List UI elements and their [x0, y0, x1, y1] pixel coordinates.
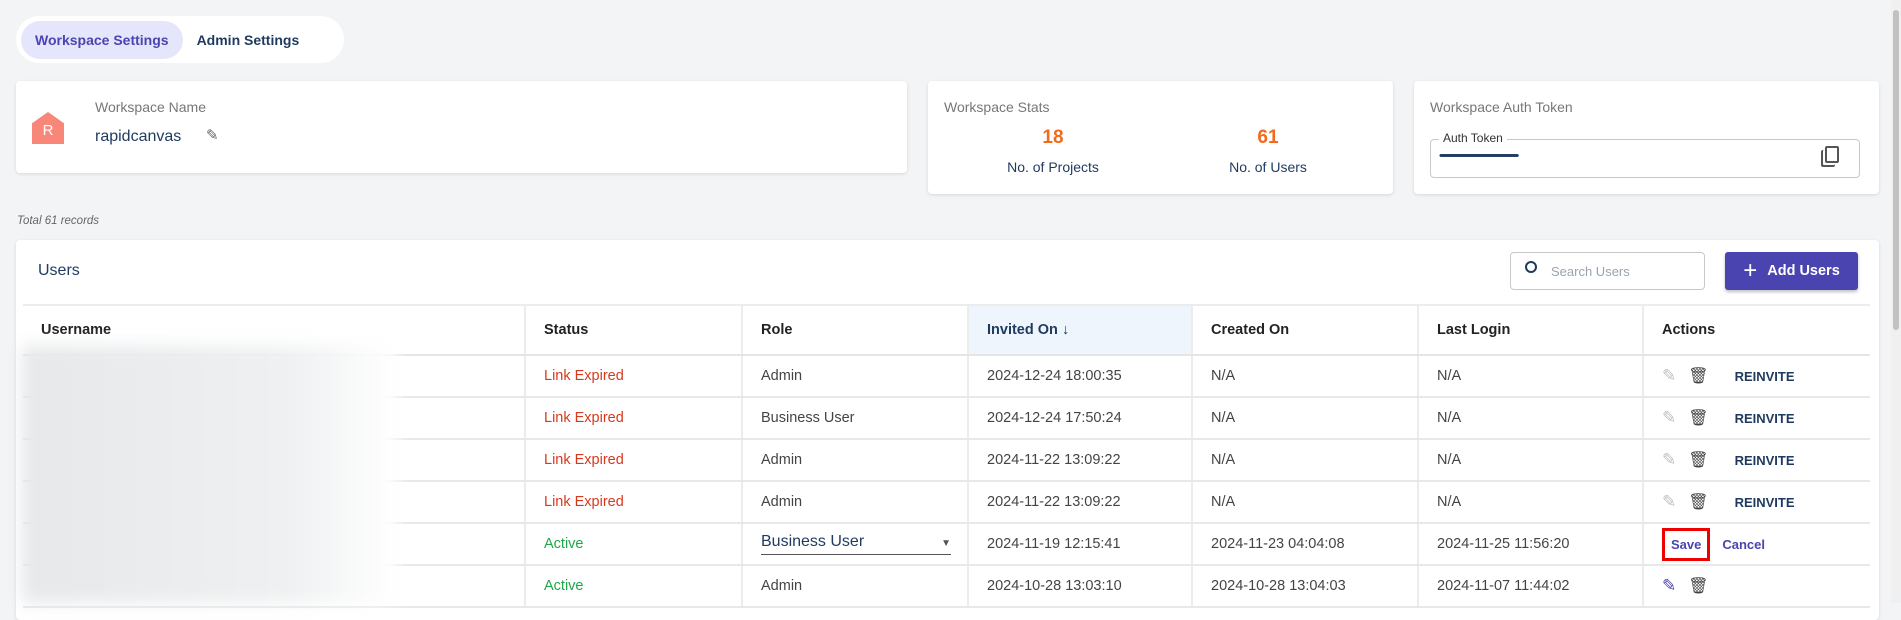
- workspace-stats-card: Workspace Stats 18 No. of Projects 61 No…: [928, 81, 1393, 194]
- settings-tabs: Workspace Settings Admin Settings: [16, 16, 344, 63]
- workspace-name: rapidcanvas: [95, 128, 182, 145]
- role: Admin: [761, 578, 803, 594]
- reinvite-button[interactable]: REINVITE: [1734, 452, 1795, 468]
- blurred-usernames: [22, 346, 397, 603]
- role-select[interactable]: Business User ▼: [761, 533, 951, 555]
- status: Active: [525, 523, 743, 566]
- invited-on: 2024-12-24 18:00:35: [968, 355, 1193, 398]
- workspace-name-label: Workspace Name: [95, 99, 207, 115]
- last-login: N/A: [1418, 355, 1644, 398]
- chevron-down-icon: ▼: [941, 538, 951, 549]
- stats-label: Workspace Stats: [944, 99, 1050, 115]
- cancel-button[interactable]: Cancel: [1722, 536, 1766, 552]
- col-created-on[interactable]: Created On: [1192, 304, 1419, 356]
- add-users-button[interactable]: + Add Users: [1725, 252, 1858, 290]
- search-users-input[interactable]: Search Users: [1510, 252, 1705, 290]
- projects-label: No. of Projects: [1007, 159, 1099, 175]
- invited-on: 2024-10-28 13:03:10: [968, 565, 1193, 608]
- created-on: 2024-11-23 04:04:08: [1192, 523, 1419, 566]
- auth-token-title: Workspace Auth Token: [1430, 99, 1573, 115]
- users-count: 61: [1257, 127, 1279, 148]
- delete-icon[interactable]: 🗑: [1688, 410, 1709, 427]
- col-status[interactable]: Status: [525, 304, 743, 356]
- invited-on: 2024-11-22 13:09:22: [968, 481, 1193, 524]
- edit-icon[interactable]: ✎: [1662, 576, 1677, 595]
- status: Active: [525, 565, 743, 608]
- created-on: N/A: [1192, 355, 1419, 398]
- auth-token-field-label: Auth Token: [1439, 131, 1507, 145]
- plus-icon: +: [1743, 257, 1758, 284]
- total-records: Total 61 records: [17, 215, 100, 227]
- search-placeholder: Search Users: [1551, 264, 1630, 279]
- users-title: Users: [38, 262, 80, 279]
- sort-down-icon: ↓: [1061, 322, 1070, 338]
- delete-icon[interactable]: 🗑: [1688, 578, 1709, 595]
- edit-icon[interactable]: ✎: [1662, 450, 1677, 469]
- scrollbar[interactable]: [1891, 0, 1901, 603]
- edit-name-icon[interactable]: ✎: [206, 127, 219, 144]
- invited-on: 2024-12-24 17:50:24: [968, 397, 1193, 440]
- auth-token-card: Workspace Auth Token Auth Token ••••••••…: [1414, 81, 1879, 194]
- tab-admin-settings[interactable]: Admin Settings: [196, 31, 300, 48]
- edit-icon[interactable]: ✎: [1662, 366, 1677, 385]
- search-icon: [1525, 261, 1537, 273]
- role: Admin: [761, 368, 803, 384]
- delete-icon[interactable]: 🗑: [1688, 494, 1709, 511]
- created-on: N/A: [1192, 481, 1419, 524]
- role: Admin: [761, 494, 803, 510]
- invited-on: 2024-11-22 13:09:22: [968, 439, 1193, 482]
- status: Link Expired: [525, 355, 743, 398]
- workspace-name-card: R Workspace Name rapidcanvas ✎: [16, 81, 907, 173]
- col-actions: Actions: [1643, 304, 1870, 356]
- created-on: N/A: [1192, 439, 1419, 482]
- last-login: N/A: [1418, 397, 1644, 440]
- created-on: N/A: [1192, 397, 1419, 440]
- edit-icon[interactable]: ✎: [1662, 408, 1677, 427]
- auth-token-field[interactable]: Auth Token •••••••••••••••••••••••••••••…: [1430, 131, 1860, 178]
- col-invited-on[interactable]: Invited On ↓: [968, 304, 1193, 356]
- delete-icon[interactable]: 🗑: [1688, 368, 1709, 385]
- status: Link Expired: [525, 481, 743, 524]
- invited-on: 2024-11-19 12:15:41: [968, 523, 1193, 566]
- copy-icon[interactable]: [1825, 146, 1839, 163]
- last-login: 2024-11-07 11:44:02: [1418, 565, 1644, 608]
- status: Link Expired: [525, 397, 743, 440]
- workspace-avatar: R: [32, 112, 64, 144]
- col-last-login[interactable]: Last Login: [1418, 304, 1644, 356]
- tab-workspace-settings[interactable]: Workspace Settings: [21, 20, 183, 59]
- status: Link Expired: [525, 439, 743, 482]
- last-login: N/A: [1418, 439, 1644, 482]
- last-login: N/A: [1418, 481, 1644, 524]
- reinvite-button[interactable]: REINVITE: [1734, 494, 1795, 510]
- users-label: No. of Users: [1229, 159, 1307, 175]
- last-login: 2024-11-25 11:56:20: [1418, 523, 1644, 566]
- save-button[interactable]: Save: [1662, 527, 1711, 561]
- projects-count: 18: [1042, 127, 1064, 148]
- role: Admin: [761, 452, 803, 468]
- role: Business User: [761, 410, 855, 426]
- edit-icon[interactable]: ✎: [1662, 492, 1677, 511]
- col-role[interactable]: Role: [742, 304, 969, 356]
- reinvite-button[interactable]: REINVITE: [1734, 368, 1795, 384]
- auth-token-value: ••••••••••••••••••••••••••••••••••••••••…: [1439, 150, 1519, 162]
- delete-icon[interactable]: 🗑: [1688, 452, 1709, 469]
- reinvite-button[interactable]: REINVITE: [1734, 410, 1795, 426]
- created-on: 2024-10-28 13:04:03: [1192, 565, 1419, 608]
